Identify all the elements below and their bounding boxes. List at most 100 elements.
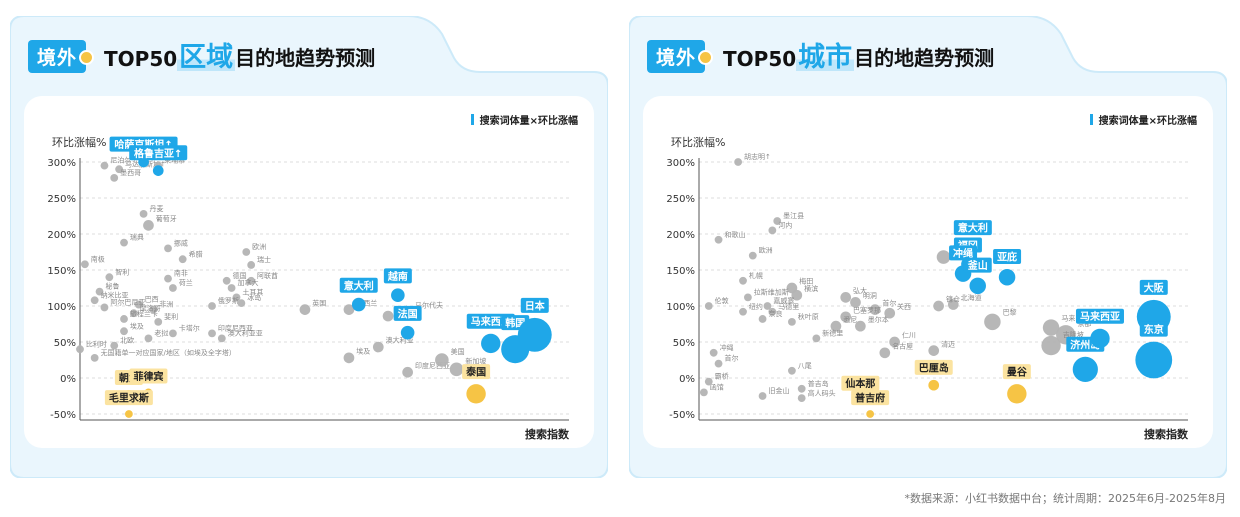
data-point bbox=[105, 273, 114, 282]
data-point bbox=[1007, 384, 1027, 404]
point-label: 普吉府 bbox=[855, 392, 885, 405]
data-point bbox=[227, 284, 236, 292]
data-point bbox=[830, 320, 842, 332]
point-label: 葡萄牙 bbox=[156, 214, 177, 223]
point-label-box bbox=[1002, 364, 1031, 380]
point-label-box bbox=[104, 390, 153, 406]
data-point bbox=[855, 320, 866, 332]
point-label-box bbox=[993, 248, 1022, 264]
point-label: 仁川 bbox=[902, 331, 916, 340]
x-axis-label: 搜索指数 bbox=[525, 427, 570, 441]
point-label-box bbox=[129, 368, 168, 384]
data-point bbox=[169, 284, 177, 292]
title-prefix: TOP50 bbox=[104, 47, 178, 71]
point-label: 非洲 bbox=[159, 300, 173, 309]
title-prefix: TOP50 bbox=[723, 47, 797, 71]
data-point bbox=[242, 248, 251, 256]
title-highlight: 城市 bbox=[796, 42, 855, 73]
point-label: 旅程兰卡 bbox=[130, 309, 158, 318]
point-label: 新德里 bbox=[822, 329, 843, 338]
data-point bbox=[773, 217, 782, 225]
point-label: 卡塔尔 bbox=[179, 323, 200, 332]
data-point bbox=[758, 315, 767, 323]
point-label: 德国 bbox=[233, 271, 247, 280]
data-point bbox=[120, 315, 128, 323]
y-tick-label: 300% bbox=[47, 158, 76, 169]
data-point bbox=[866, 410, 875, 418]
point-label: 马来 bbox=[1061, 314, 1075, 322]
point-label: 土耳其 bbox=[242, 287, 263, 296]
y-tick-label: 250% bbox=[666, 194, 695, 205]
data-point bbox=[928, 379, 940, 391]
point-label: 北欧 bbox=[120, 336, 134, 345]
point-label: 伦敦 bbox=[715, 296, 729, 305]
point-label: 冰岛 bbox=[247, 293, 261, 302]
data-point bbox=[709, 348, 718, 357]
y-tick-label: 200% bbox=[47, 230, 76, 241]
point-label: 意大利 bbox=[344, 279, 374, 292]
y-tick-label: 50% bbox=[673, 338, 695, 349]
point-label: 埃及 bbox=[356, 346, 370, 355]
data-point bbox=[164, 244, 172, 253]
point-label: 新加坡 bbox=[465, 357, 486, 366]
data-point bbox=[402, 366, 413, 378]
data-point bbox=[714, 235, 723, 244]
point-label: 吉隆坡 bbox=[1063, 330, 1084, 339]
data-point bbox=[699, 388, 708, 397]
point-label: 日本 bbox=[525, 299, 546, 312]
data-point bbox=[797, 384, 806, 393]
point-label: 挪威 bbox=[174, 239, 188, 248]
panel-cities: 境外 TOP50 城市 目的地趋势预测 搜索词体量×环比涨幅 环比涨幅% 300%… bbox=[629, 16, 1227, 478]
point-label: 巴黎 bbox=[1003, 308, 1017, 317]
point-label: 法国 bbox=[398, 307, 418, 320]
data-point bbox=[928, 345, 940, 356]
point-label: 奈良 bbox=[768, 309, 782, 318]
y-tick-label: -50% bbox=[50, 410, 76, 421]
data-point bbox=[247, 261, 256, 269]
point-label: 澳大利亚 bbox=[386, 336, 414, 345]
point-label: 巴厘岛 bbox=[919, 361, 949, 374]
data-point bbox=[217, 334, 226, 343]
point-label: 梅田 bbox=[799, 277, 813, 286]
y-tick-label: 0% bbox=[679, 374, 695, 385]
y-tick-label: 100% bbox=[666, 302, 695, 313]
data-point bbox=[840, 311, 852, 323]
point-label: 泰国 bbox=[465, 366, 486, 379]
point-label: 越南 bbox=[387, 270, 408, 283]
point-label: 巴西 bbox=[145, 296, 159, 304]
point-label: 首尔 bbox=[724, 354, 738, 363]
data-point bbox=[840, 292, 852, 303]
point-label-box bbox=[963, 257, 992, 273]
point-label: 埃及 bbox=[130, 321, 144, 330]
data-point bbox=[481, 333, 501, 354]
data-point bbox=[382, 310, 394, 322]
point-label: 印度尼西亚 bbox=[415, 361, 450, 370]
point-label: 瑞士 bbox=[257, 255, 271, 264]
tag-dot-icon bbox=[79, 50, 95, 65]
data-point bbox=[788, 366, 796, 375]
point-label-box bbox=[393, 305, 422, 321]
legend-marker-icon bbox=[1089, 114, 1093, 125]
point-label: 弘大 bbox=[853, 286, 867, 295]
data-point bbox=[889, 336, 900, 348]
data-point bbox=[435, 353, 449, 367]
point-label: 欧洲 bbox=[759, 246, 773, 255]
y-tick-label: 150% bbox=[666, 266, 695, 277]
point-label: 毛里求斯 bbox=[109, 392, 149, 405]
point-label: 普吉岛 bbox=[808, 379, 829, 388]
data-point bbox=[149, 305, 158, 314]
data-source-note: *数据来源：小红书数据中台；统计周期：2025年6月-2025年8月 bbox=[904, 492, 1226, 505]
data-point bbox=[343, 304, 355, 315]
point-label: 格鲁吉亚↑ bbox=[134, 147, 182, 160]
y-tick-label: 50% bbox=[54, 338, 76, 349]
data-point bbox=[299, 304, 311, 315]
point-label: 美国 bbox=[451, 347, 465, 356]
point-label: 尼泊尔↑ bbox=[110, 156, 137, 165]
point-label: 马来西亚 bbox=[1080, 310, 1120, 323]
data-point bbox=[812, 334, 821, 343]
point-label: 札幌 bbox=[749, 271, 763, 280]
point-label: 东京 bbox=[1144, 323, 1164, 336]
point-label: 名古屋 bbox=[892, 341, 913, 350]
data-point bbox=[90, 353, 99, 362]
data-point bbox=[80, 260, 89, 269]
